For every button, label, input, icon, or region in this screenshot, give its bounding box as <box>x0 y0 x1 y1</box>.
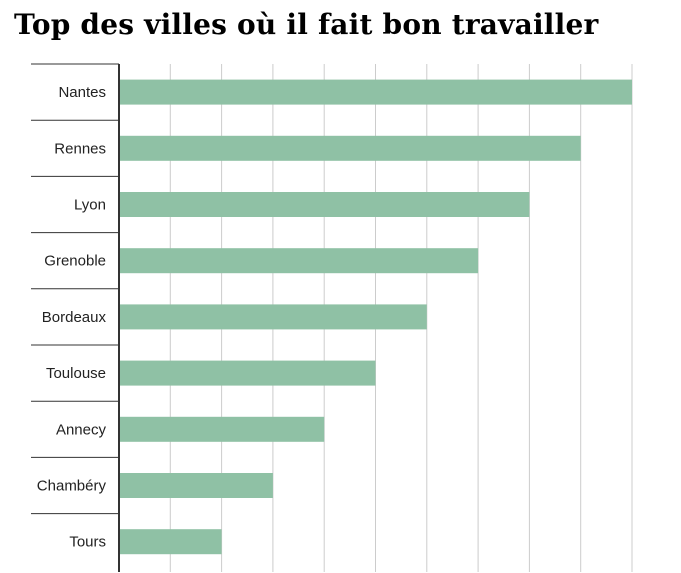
category-label: Tours <box>69 534 106 551</box>
category-label: Bordeaux <box>42 309 107 326</box>
bar <box>119 529 222 555</box>
bar <box>119 79 632 105</box>
category-label: Rennes <box>54 140 106 157</box>
category-label: Nantes <box>58 84 106 101</box>
category-rows: Nantes Rennes Lyon Grenoble Bordeaux Toulouse… <box>31 63 119 551</box>
bar <box>119 248 479 274</box>
bar <box>119 416 325 442</box>
category-label: Chambéry <box>37 478 107 495</box>
category-label: Lyon <box>74 197 106 214</box>
chart-title: Top des villes où il fait bon travailler <box>14 8 599 41</box>
bar <box>119 473 273 498</box>
bar <box>119 135 581 161</box>
bar <box>119 192 530 217</box>
category-label: Annecy <box>56 421 107 438</box>
category-label: Toulouse <box>46 365 106 382</box>
bar <box>119 304 427 330</box>
category-label: Grenoble <box>44 253 106 270</box>
bar <box>119 360 376 386</box>
bars <box>119 79 632 555</box>
